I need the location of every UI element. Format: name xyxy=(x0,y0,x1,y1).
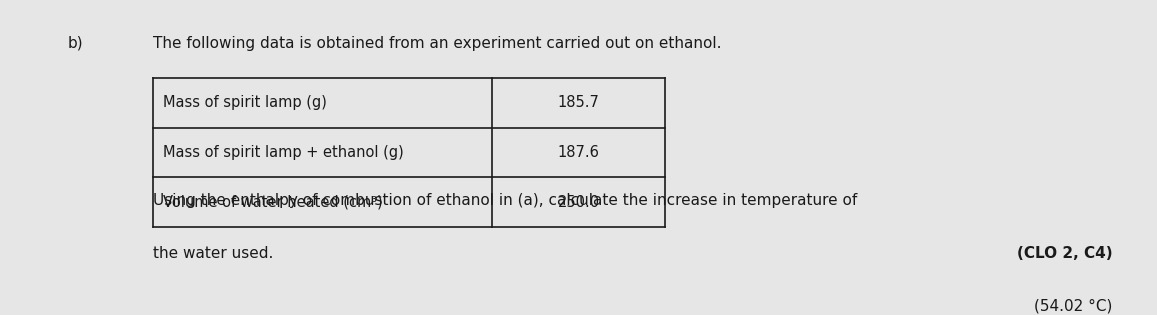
Text: 187.6: 187.6 xyxy=(558,145,599,160)
Text: Using the enthalpy of combustion of ethanol in (a), calculate the increase in te: Using the enthalpy of combustion of etha… xyxy=(154,193,857,208)
Text: b): b) xyxy=(67,36,83,51)
Text: Mass of spirit lamp (g): Mass of spirit lamp (g) xyxy=(163,95,326,110)
Text: Volume of water heated (cm³): Volume of water heated (cm³) xyxy=(163,195,383,210)
Text: 185.7: 185.7 xyxy=(558,95,599,110)
Text: Mass of spirit lamp + ethanol (g): Mass of spirit lamp + ethanol (g) xyxy=(163,145,404,160)
Text: the water used.: the water used. xyxy=(154,246,274,261)
Text: (CLO 2, C4): (CLO 2, C4) xyxy=(1017,246,1113,261)
Text: (54.02 °C): (54.02 °C) xyxy=(1034,298,1113,313)
Text: The following data is obtained from an experiment carried out on ethanol.: The following data is obtained from an e… xyxy=(154,36,722,51)
Text: 250.0: 250.0 xyxy=(558,195,599,210)
